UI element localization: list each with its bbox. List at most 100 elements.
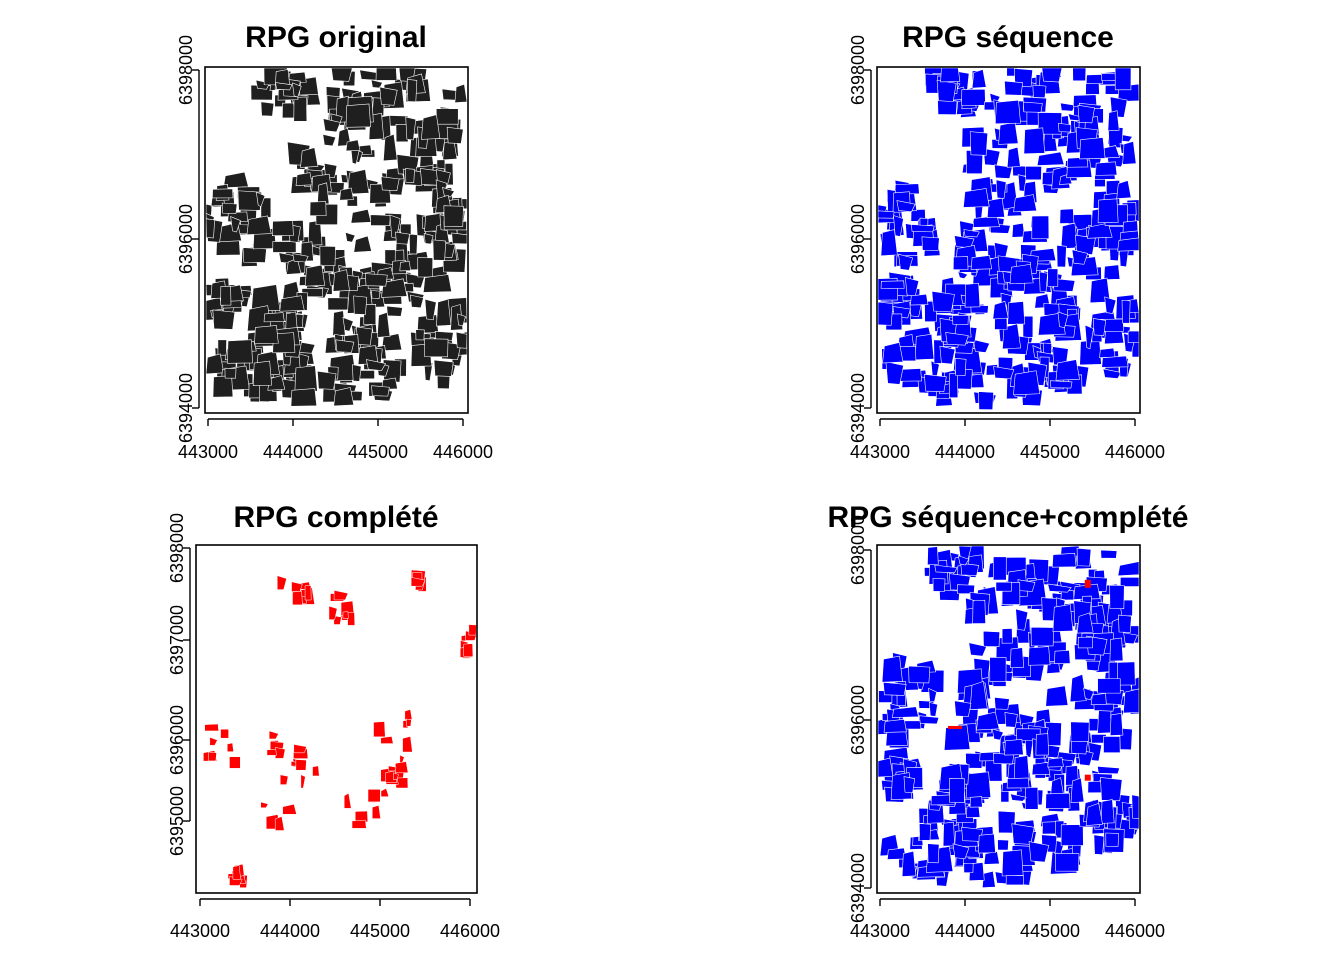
parcel [995, 99, 1021, 125]
parcel-highlight [1084, 579, 1091, 588]
parcel [1011, 222, 1025, 238]
parcel [1127, 330, 1140, 343]
x-axis-sequence-complete: 443000 444000 445000 446000 [850, 898, 1165, 941]
parcel [1052, 553, 1077, 568]
parcel [1028, 646, 1051, 666]
parcel [221, 202, 238, 214]
parcel [274, 747, 286, 759]
parcel [1057, 311, 1069, 328]
parcel [982, 870, 996, 889]
parcel [1028, 841, 1050, 863]
parcel [883, 718, 907, 733]
parcel [347, 611, 356, 626]
parcel [1006, 777, 1030, 789]
parcel [347, 169, 370, 195]
parcel [260, 101, 275, 117]
parcel [1031, 215, 1050, 240]
parcel [994, 164, 1013, 179]
parcel [332, 269, 350, 292]
parcel [960, 562, 980, 576]
parcel [272, 332, 296, 354]
parcel [995, 581, 1012, 592]
panel-title-sequence: RPG séquence [902, 21, 1114, 54]
parcel [393, 772, 399, 780]
parcel [993, 556, 1007, 581]
parcel [322, 133, 337, 147]
parcel [1102, 368, 1122, 379]
parcel [373, 721, 386, 738]
parcel [379, 86, 398, 106]
x-tick-label: 444000 [260, 921, 320, 941]
y-tick-label: 6398000 [848, 515, 868, 585]
y-tick-label: 6395000 [167, 786, 187, 856]
parcel [223, 171, 249, 189]
parcel [1005, 875, 1024, 886]
y-tick-label: 6397000 [167, 605, 187, 675]
parcel [353, 295, 368, 315]
parcels-sequence-complete [877, 545, 1140, 889]
parcel [404, 709, 413, 720]
parcel [1047, 583, 1072, 593]
panel-sequence: RPG séquence 443000 444000 445000 446000 63… [848, 21, 1165, 462]
parcel [1100, 549, 1118, 559]
parcel [446, 126, 464, 144]
parcel [375, 67, 398, 81]
parcel [399, 260, 411, 272]
y-axis-original: 6394000 6396000 6398000 [176, 35, 200, 443]
parcel [994, 697, 1010, 710]
parcel [279, 295, 305, 312]
parcel [1039, 271, 1048, 293]
parcel [942, 821, 955, 847]
parcel [1047, 757, 1064, 768]
parcel [969, 131, 989, 156]
x-tick-label: 446000 [440, 921, 500, 941]
parcel [342, 611, 349, 619]
parcel [300, 147, 319, 168]
y-tick-label: 6396000 [167, 705, 187, 775]
parcel [1006, 146, 1021, 168]
x-tick-label: 445000 [348, 442, 408, 462]
parcel [1077, 104, 1095, 124]
parcel [339, 187, 354, 201]
y-tick-label: 6394000 [848, 373, 868, 443]
parcel [1131, 794, 1140, 819]
parcel [292, 590, 303, 606]
parcel [1109, 584, 1125, 610]
parcel [205, 353, 225, 375]
parcel [380, 736, 394, 744]
parcel [914, 333, 935, 361]
parcel [1077, 636, 1093, 649]
parcel [877, 757, 894, 778]
parcel [415, 329, 425, 341]
parcel [1013, 194, 1038, 213]
parcel [1015, 608, 1029, 631]
parcel-highlight [948, 725, 963, 729]
parcel [383, 133, 398, 162]
parcel [293, 744, 307, 754]
parcel [976, 711, 1000, 731]
y-axis-sequence-complete: 6394000 6396000 6398000 [848, 515, 872, 923]
parcel [333, 387, 355, 407]
parcel [424, 298, 437, 321]
parcel [1060, 102, 1076, 112]
parcel [1103, 264, 1121, 280]
parcel [351, 364, 362, 382]
parcel [322, 118, 341, 133]
parcel [1069, 673, 1087, 703]
parcel [293, 96, 308, 122]
parcel [1017, 174, 1027, 192]
parcel [272, 220, 294, 236]
parcel [410, 577, 426, 587]
parcel [363, 303, 377, 325]
parcel [1120, 576, 1140, 587]
parcel [901, 850, 917, 877]
parcel [212, 309, 236, 330]
x-tick-label: 446000 [1105, 442, 1165, 462]
parcel [395, 231, 411, 245]
parcel [949, 778, 965, 803]
parcel [232, 865, 241, 880]
parcel [993, 366, 1015, 380]
parcel [927, 546, 939, 566]
parcel [1079, 137, 1106, 160]
